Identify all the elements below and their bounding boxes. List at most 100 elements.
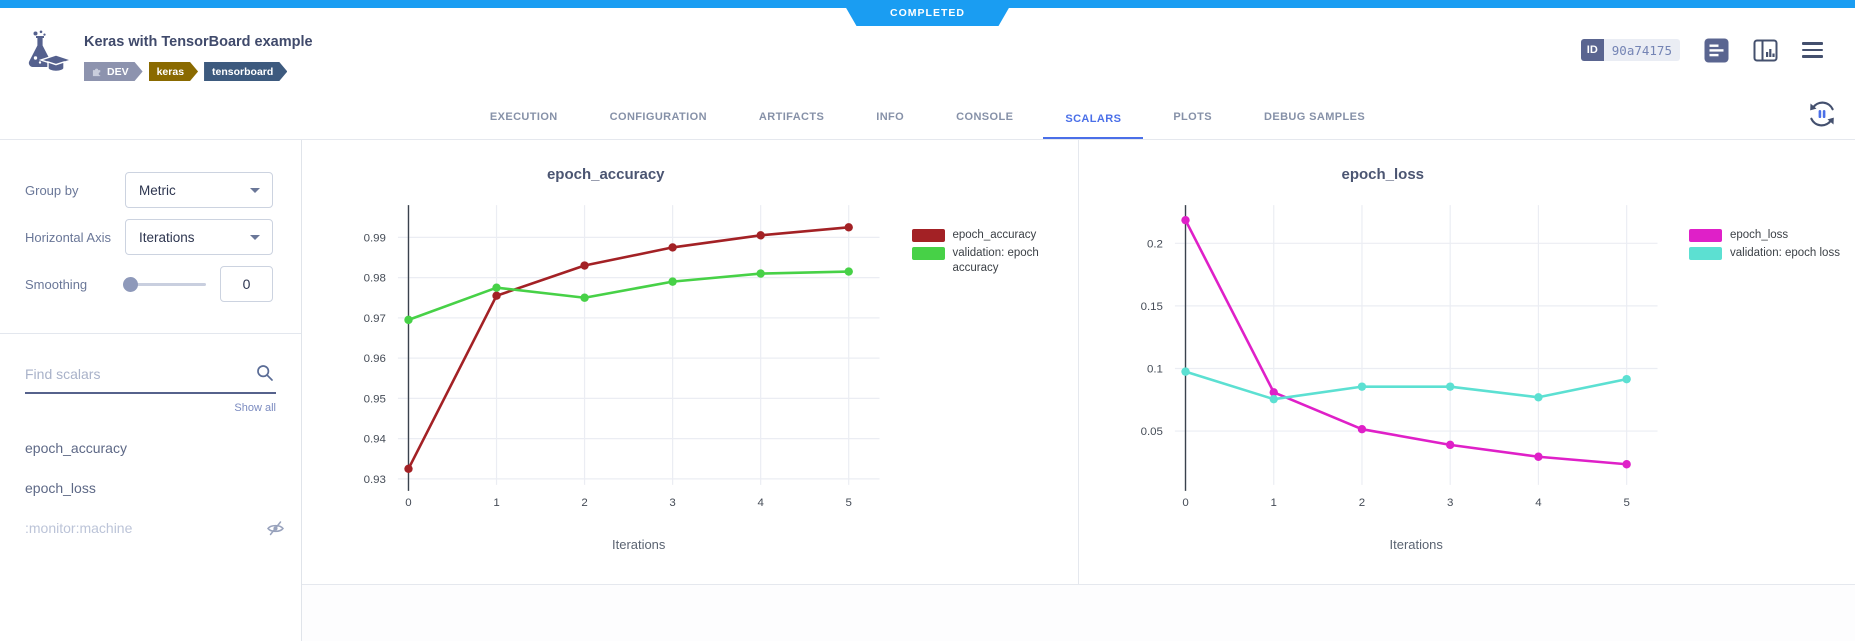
group-by-value: Metric xyxy=(139,182,176,198)
status-badge: COMPLETED xyxy=(842,0,1014,26)
group-by-label: Group by xyxy=(25,182,79,198)
menu-icon xyxy=(1802,42,1823,45)
legend-entry-validation-accuracy[interactable]: validation: epoch accuracy xyxy=(911,246,1072,276)
tag-list: DEV keras tensorboard xyxy=(84,62,313,81)
svg-text:0.05: 0.05 xyxy=(1140,426,1162,438)
tab-plots[interactable]: PLOTS xyxy=(1173,111,1212,123)
experiment-id-badge[interactable]: ID 90a74175 xyxy=(1580,39,1680,61)
show-all-link[interactable]: Show all xyxy=(234,402,276,414)
tag-label: tensorboard xyxy=(212,65,274,78)
horizontal-axis-label: Horizontal Axis xyxy=(25,229,111,245)
legend-swatch xyxy=(911,247,945,261)
scalars-sidebar: Group by Metric Horizontal Axis Iteratio… xyxy=(0,140,302,641)
svg-text:0.96: 0.96 xyxy=(364,353,386,365)
group-by-row: Group by Metric xyxy=(25,172,273,208)
smoothing-row: Smoothing xyxy=(25,266,273,302)
svg-text:5: 5 xyxy=(1623,497,1629,509)
smoothing-input[interactable] xyxy=(220,266,273,302)
chart-legend: epoch_loss validation: epoch loss xyxy=(1687,166,1855,584)
search-input[interactable] xyxy=(25,362,276,392)
legend-label: epoch_loss xyxy=(1730,229,1789,241)
charts-area: epoch_accuracy 0.93 0.94 0.95 0.96 0.97 0.98 0… xyxy=(302,140,1855,585)
auto-refresh-button[interactable] xyxy=(1807,99,1837,129)
metric-item-monitor-machine[interactable]: :monitor:machine xyxy=(0,508,301,548)
svg-text:5: 5 xyxy=(846,497,852,509)
compare-view-button[interactable] xyxy=(1753,38,1778,63)
legend-entry-epoch-accuracy[interactable]: epoch_accuracy xyxy=(911,228,1072,243)
svg-text:1: 1 xyxy=(1270,497,1276,509)
chevron-down-icon xyxy=(250,234,260,240)
svg-text:3: 3 xyxy=(1446,497,1452,509)
epoch-accuracy-chart[interactable]: 0.93 0.94 0.95 0.96 0.97 0.98 0.99 0 1 2 3 4 5 Iterat… xyxy=(302,193,910,565)
legend-swatch xyxy=(911,229,945,242)
tab-configuration[interactable]: CONFIGURATION xyxy=(609,111,707,123)
tag-tensorboard[interactable]: tensorboard xyxy=(204,62,287,81)
menu-button[interactable] xyxy=(1802,42,1823,58)
tab-execution[interactable]: EXECUTION xyxy=(489,111,558,123)
tab-scalars[interactable]: SCALARS xyxy=(1043,113,1144,139)
id-value: 90a74175 xyxy=(1603,39,1680,61)
metric-label: :monitor:machine xyxy=(25,520,133,536)
tag-label: DEV xyxy=(107,65,129,78)
tab-artifacts[interactable]: ARTIFACTS xyxy=(758,111,825,123)
svg-text:0.15: 0.15 xyxy=(1140,301,1162,313)
svg-text:Iterations: Iterations xyxy=(612,537,666,552)
smoothing-slider[interactable] xyxy=(123,276,206,292)
group-by-select[interactable]: Metric xyxy=(125,172,273,208)
status-label: COMPLETED xyxy=(890,7,965,19)
horizontal-axis-select[interactable]: Iterations xyxy=(125,219,273,255)
status-bar: COMPLETED xyxy=(0,0,1855,8)
metric-label: epoch_accuracy xyxy=(25,440,127,456)
experiment-flask-icon xyxy=(20,30,74,78)
toggle-visibility-button[interactable] xyxy=(266,520,285,537)
metric-item-epoch-loss[interactable]: epoch_loss xyxy=(0,468,301,508)
svg-text:2: 2 xyxy=(1358,497,1364,509)
horizontal-axis-row: Horizontal Axis Iterations xyxy=(25,219,273,255)
legend-label: validation: epoch accuracy xyxy=(952,247,1039,275)
svg-text:4: 4 xyxy=(757,497,764,509)
chevron-down-icon xyxy=(250,187,260,193)
search-icon xyxy=(256,364,274,387)
metric-item-epoch-accuracy[interactable]: epoch_accuracy xyxy=(0,428,301,468)
svg-text:0.2: 0.2 xyxy=(1146,238,1162,250)
svg-text:0.98: 0.98 xyxy=(364,273,386,285)
compare-columns-icon xyxy=(1753,39,1778,61)
svg-text:0.1: 0.1 xyxy=(1146,363,1162,375)
id-chip: ID xyxy=(1580,39,1604,61)
smoothing-slider-knob[interactable] xyxy=(123,276,138,292)
epoch-loss-chart[interactable]: 0.05 0.1 0.15 0.2 0 1 2 3 4 5 Iterations xyxy=(1079,193,1688,565)
page-title: Keras with TensorBoard example xyxy=(84,34,313,50)
svg-text:1: 1 xyxy=(493,497,499,509)
experiment-header: Keras with TensorBoard example DEV keras… xyxy=(0,8,1855,90)
svg-text:0.94: 0.94 xyxy=(364,434,387,446)
legend-label: validation: epoch loss xyxy=(1730,247,1840,260)
metric-list: epoch_accuracy epoch_loss :monitor:machi… xyxy=(0,428,301,548)
tab-debug-samples[interactable]: DEBUG SAMPLES xyxy=(1263,111,1366,123)
legend-entry-validation-loss[interactable]: validation: epoch loss xyxy=(1689,246,1849,261)
system-tag-icon xyxy=(92,66,103,77)
tab-info[interactable]: INFO xyxy=(876,111,905,123)
tab-console[interactable]: CONSOLE xyxy=(956,111,1014,123)
content-below-charts xyxy=(302,585,1855,641)
legend-swatch xyxy=(1689,247,1722,261)
legend-entry-epoch-loss[interactable]: epoch_loss xyxy=(1689,228,1849,243)
details-icon xyxy=(1704,38,1729,62)
svg-text:0.95: 0.95 xyxy=(364,393,386,405)
tag-keras[interactable]: keras xyxy=(149,62,198,81)
svg-text:0: 0 xyxy=(1182,497,1188,509)
epoch-loss-panel: epoch_loss 0.05 0.1 0.15 0.2 0 1 2 3 4 5 Iteration… xyxy=(1079,140,1855,584)
chart-title: epoch_loss xyxy=(1341,166,1425,183)
horizontal-axis-value: Iterations xyxy=(139,229,195,245)
svg-text:Iterations: Iterations xyxy=(1389,537,1443,552)
svg-text:4: 4 xyxy=(1535,497,1542,509)
legend-label: epoch_accuracy xyxy=(952,229,1037,241)
sidebar-divider xyxy=(0,333,301,334)
tag-label: keras xyxy=(156,65,185,78)
svg-text:0.93: 0.93 xyxy=(364,474,386,486)
tag-dev[interactable]: DEV xyxy=(84,62,143,81)
details-button[interactable] xyxy=(1704,38,1729,63)
scalar-search xyxy=(25,362,276,394)
refresh-pause-icon xyxy=(1810,101,1834,127)
smoothing-label: Smoothing xyxy=(25,276,88,292)
legend-swatch xyxy=(1689,229,1722,242)
